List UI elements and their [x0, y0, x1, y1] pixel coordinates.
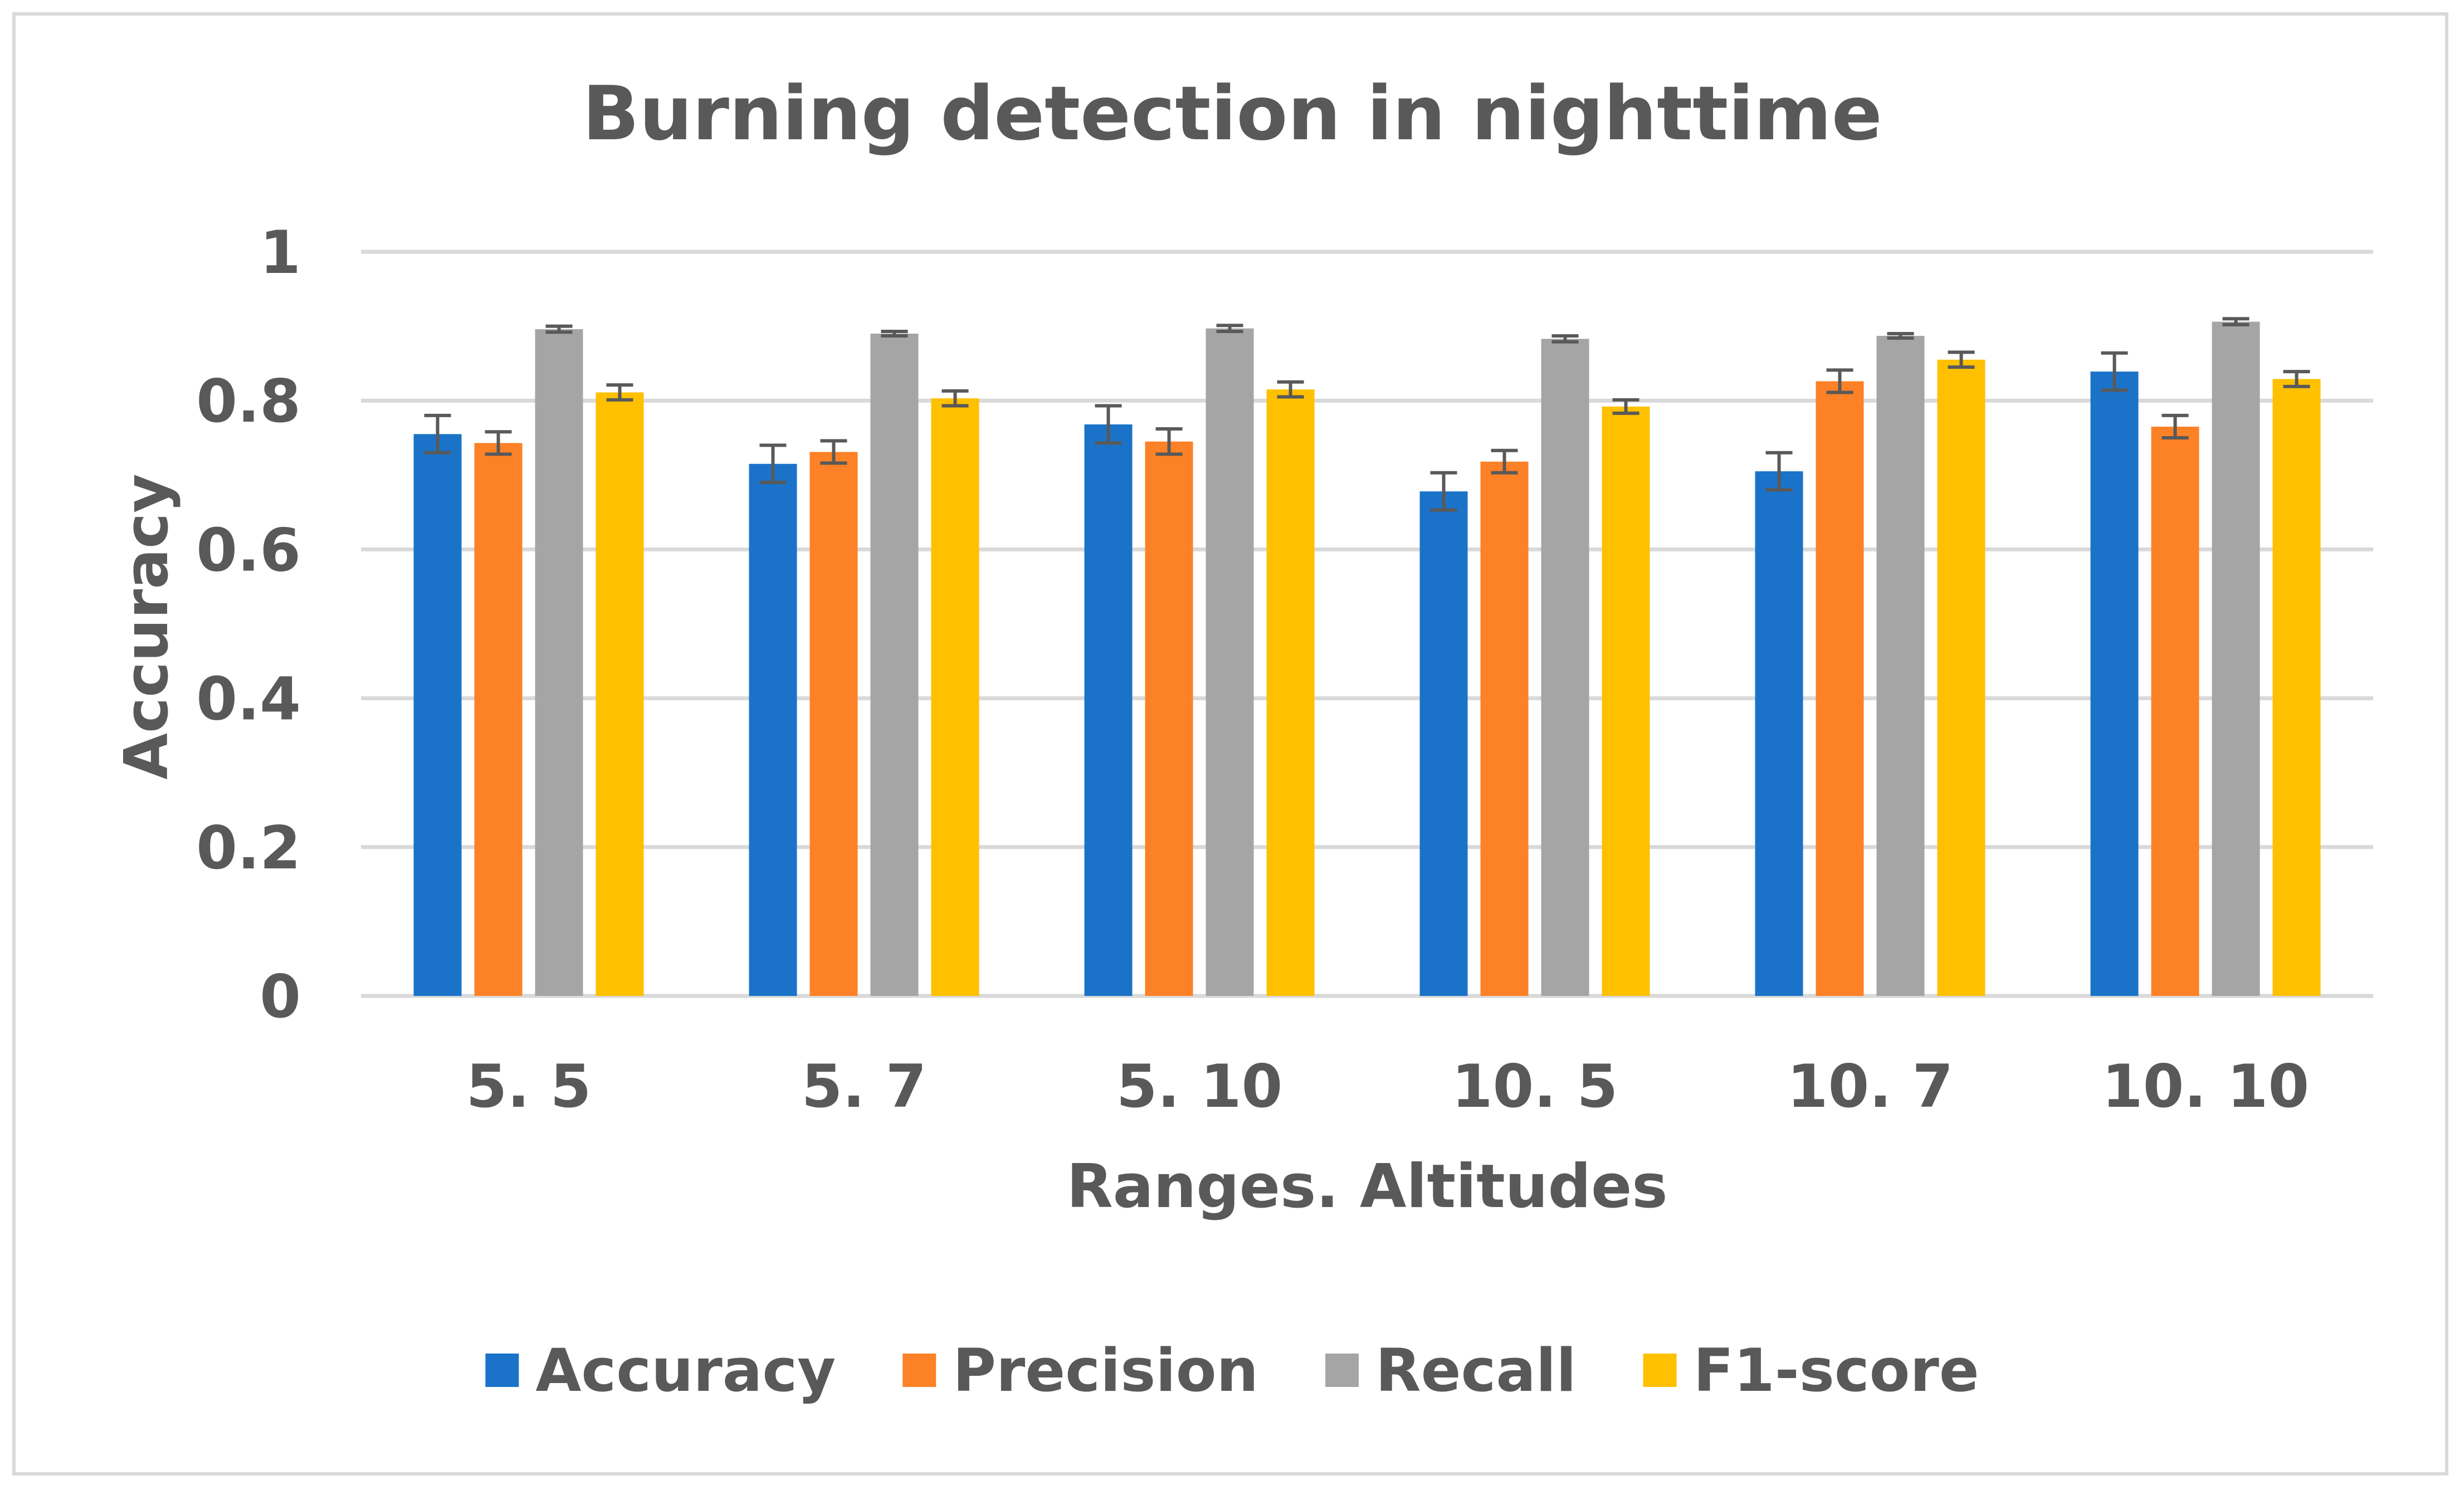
error-bar	[881, 329, 908, 338]
bar-recall	[2212, 321, 2260, 996]
legend-label: Accuracy	[535, 1336, 836, 1405]
x-axis-tick-labels: 5. 5 5. 7 5. 10 10. 5 10. 7 10. 10	[466, 1052, 2309, 1121]
y-tick-label: 0.4	[196, 665, 301, 734]
bar-precision	[474, 443, 523, 996]
error-bar	[2222, 317, 2250, 326]
error-bar	[941, 389, 969, 408]
chart-title: Burning detection in nighttime	[582, 70, 1882, 157]
legend-swatch	[485, 1354, 519, 1387]
bar-accuracy	[1755, 471, 1803, 996]
legend-swatch	[1643, 1354, 1677, 1387]
y-axis-label: Accuracy	[112, 473, 182, 779]
y-tick-label: 1	[260, 218, 301, 287]
y-tick-label: 0	[260, 963, 301, 1031]
bar-accuracy	[413, 434, 462, 996]
error-bar	[1155, 427, 1183, 456]
x-axis-label: Ranges. Altitudes	[1067, 1152, 1668, 1222]
bar-accuracy	[749, 463, 797, 996]
bar-f1-score	[596, 392, 644, 996]
error-bar	[2101, 351, 2128, 392]
error-bar	[1826, 368, 1853, 394]
x-tick-label: 5. 5	[466, 1052, 592, 1121]
bar-f1-score	[931, 398, 979, 996]
error-bar	[1430, 471, 1457, 512]
legend-swatch	[902, 1354, 936, 1387]
error-bars	[424, 317, 2310, 512]
error-bar	[1491, 448, 1518, 475]
y-tick-label: 0.6	[196, 516, 301, 584]
y-axis-tick-labels: 0 0.2 0.4 0.6 0.8 1	[196, 218, 301, 1031]
bar-f1-score	[1266, 389, 1315, 996]
x-tick-label: 10. 5	[1452, 1052, 1618, 1121]
bar-precision	[809, 452, 858, 996]
error-bar	[1216, 324, 1243, 333]
x-tick-label: 10. 7	[1787, 1052, 1953, 1121]
legend-item-f1-score: F1-score	[1643, 1336, 1979, 1405]
bar-f1-score	[1602, 406, 1650, 996]
error-bar	[485, 430, 512, 456]
error-bar	[1612, 398, 1640, 415]
bar-precision	[1480, 461, 1529, 996]
error-bar	[424, 413, 451, 455]
error-bar	[1887, 331, 1914, 340]
error-bar	[1277, 380, 1304, 399]
x-tick-label: 5. 7	[802, 1052, 927, 1121]
bar-accuracy	[1419, 491, 1468, 996]
error-bar	[545, 324, 573, 334]
error-bar	[1095, 404, 1122, 445]
error-bar	[759, 443, 787, 485]
gridlines	[361, 250, 2373, 998]
error-bar	[2162, 413, 2189, 439]
bar-accuracy	[1084, 424, 1133, 996]
bar-recall	[1206, 328, 1254, 996]
bar-precision	[1816, 381, 1864, 996]
legend-item-precision: Precision	[902, 1336, 1258, 1405]
legend-label: F1-score	[1694, 1336, 1979, 1405]
bar-precision	[1145, 441, 1193, 996]
bar-precision	[2151, 426, 2199, 996]
legend-swatch	[1325, 1354, 1359, 1387]
bar-recall	[1541, 339, 1589, 996]
error-bar	[1551, 334, 1579, 344]
legend-item-recall: Recall	[1325, 1336, 1577, 1405]
bar-f1-score	[2272, 379, 2321, 996]
error-bar	[606, 383, 633, 402]
error-bar	[2283, 370, 2310, 388]
bar-recall	[535, 329, 583, 996]
bar-recall	[870, 333, 919, 996]
bar-accuracy	[2090, 372, 2139, 996]
x-tick-label: 5. 10	[1116, 1052, 1282, 1121]
error-bar	[820, 439, 847, 465]
legend-item-accuracy: Accuracy	[485, 1336, 836, 1405]
y-tick-label: 0.2	[196, 814, 301, 882]
error-bar	[1765, 451, 1793, 492]
error-bar	[1948, 350, 1975, 369]
bar-recall	[1876, 335, 1925, 996]
legend: Accuracy Precision Recall F1-score	[485, 1336, 1979, 1405]
legend-label: Precision	[953, 1336, 1258, 1405]
y-tick-label: 0.8	[196, 367, 301, 436]
legend-label: Recall	[1375, 1336, 1577, 1405]
bars	[413, 321, 2321, 996]
bar-f1-score	[1937, 359, 1985, 996]
x-tick-label: 10. 10	[2102, 1052, 2309, 1121]
